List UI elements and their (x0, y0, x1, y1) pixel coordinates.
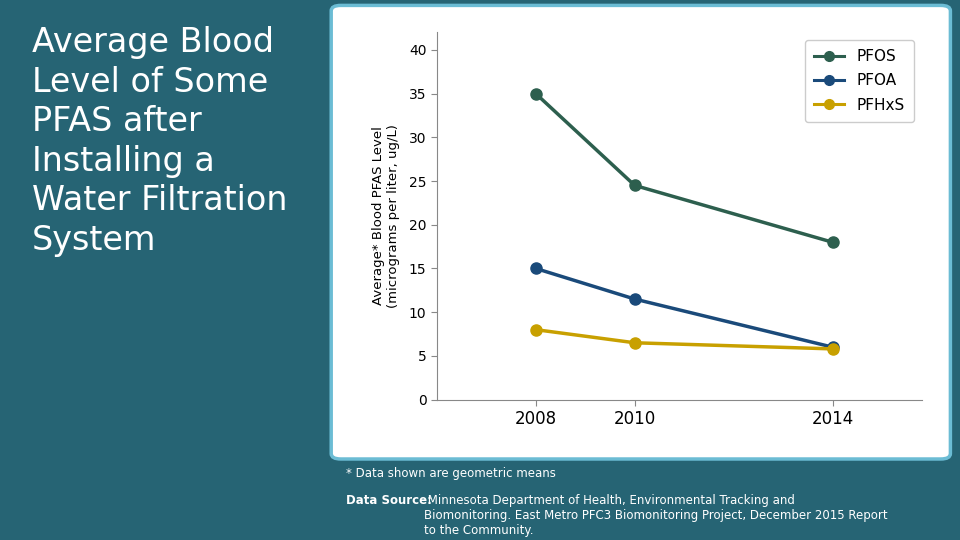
Legend: PFOS, PFOA, PFHxS: PFOS, PFOA, PFHxS (804, 40, 914, 122)
Text: Data Source:: Data Source: (346, 494, 432, 507)
Text: Minnesota Department of Health, Environmental Tracking and
Biomonitoring. East M: Minnesota Department of Health, Environm… (424, 494, 888, 537)
PFHxS (530, 326, 541, 333)
Text: * Data shown are geometric means: * Data shown are geometric means (346, 467, 556, 480)
PFOS (827, 239, 838, 246)
PFOS (530, 90, 541, 97)
Line: PFHxS: PFHxS (530, 324, 838, 354)
PFHxS (629, 340, 640, 346)
PFOA (530, 265, 541, 272)
Y-axis label: Average* Blood PFAS Level
(micrograms per liter, ug/L): Average* Blood PFAS Level (micrograms pe… (372, 124, 400, 308)
Line: PFOA: PFOA (530, 263, 838, 353)
PFOS (629, 182, 640, 188)
PFOA (629, 296, 640, 302)
Text: Average Blood
Level of Some
PFAS after
Installing a
Water Filtration
System: Average Blood Level of Some PFAS after I… (32, 26, 287, 257)
PFOA (827, 344, 838, 350)
Line: PFOS: PFOS (530, 88, 838, 248)
PFHxS (827, 346, 838, 352)
